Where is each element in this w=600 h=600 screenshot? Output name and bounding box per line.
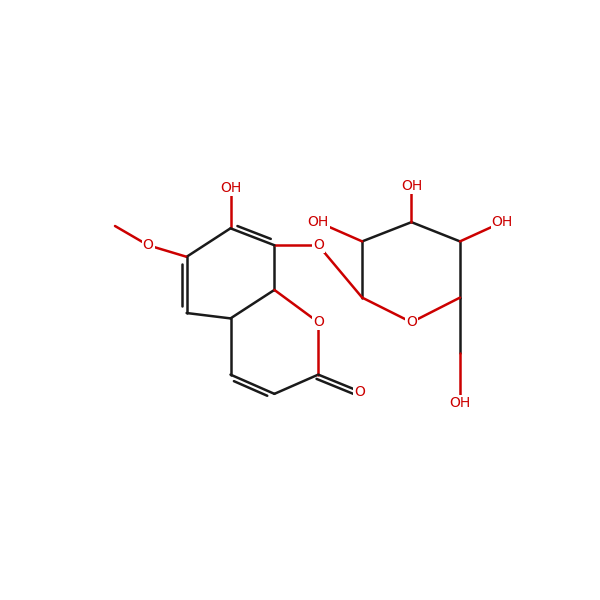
Text: O: O xyxy=(313,238,324,252)
Text: OH: OH xyxy=(491,215,513,229)
Text: OH: OH xyxy=(308,215,329,229)
Text: O: O xyxy=(313,315,324,329)
Text: O: O xyxy=(355,385,365,398)
Text: O: O xyxy=(406,315,417,329)
Text: O: O xyxy=(143,238,154,252)
Text: OH: OH xyxy=(220,181,241,194)
Text: OH: OH xyxy=(449,396,470,410)
Text: OH: OH xyxy=(401,179,422,193)
